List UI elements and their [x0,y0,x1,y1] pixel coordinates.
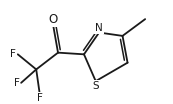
Text: S: S [92,81,99,91]
Text: F: F [13,78,19,88]
Text: N: N [95,23,103,33]
Text: F: F [10,49,16,59]
Text: F: F [37,93,43,103]
Text: O: O [48,13,58,26]
